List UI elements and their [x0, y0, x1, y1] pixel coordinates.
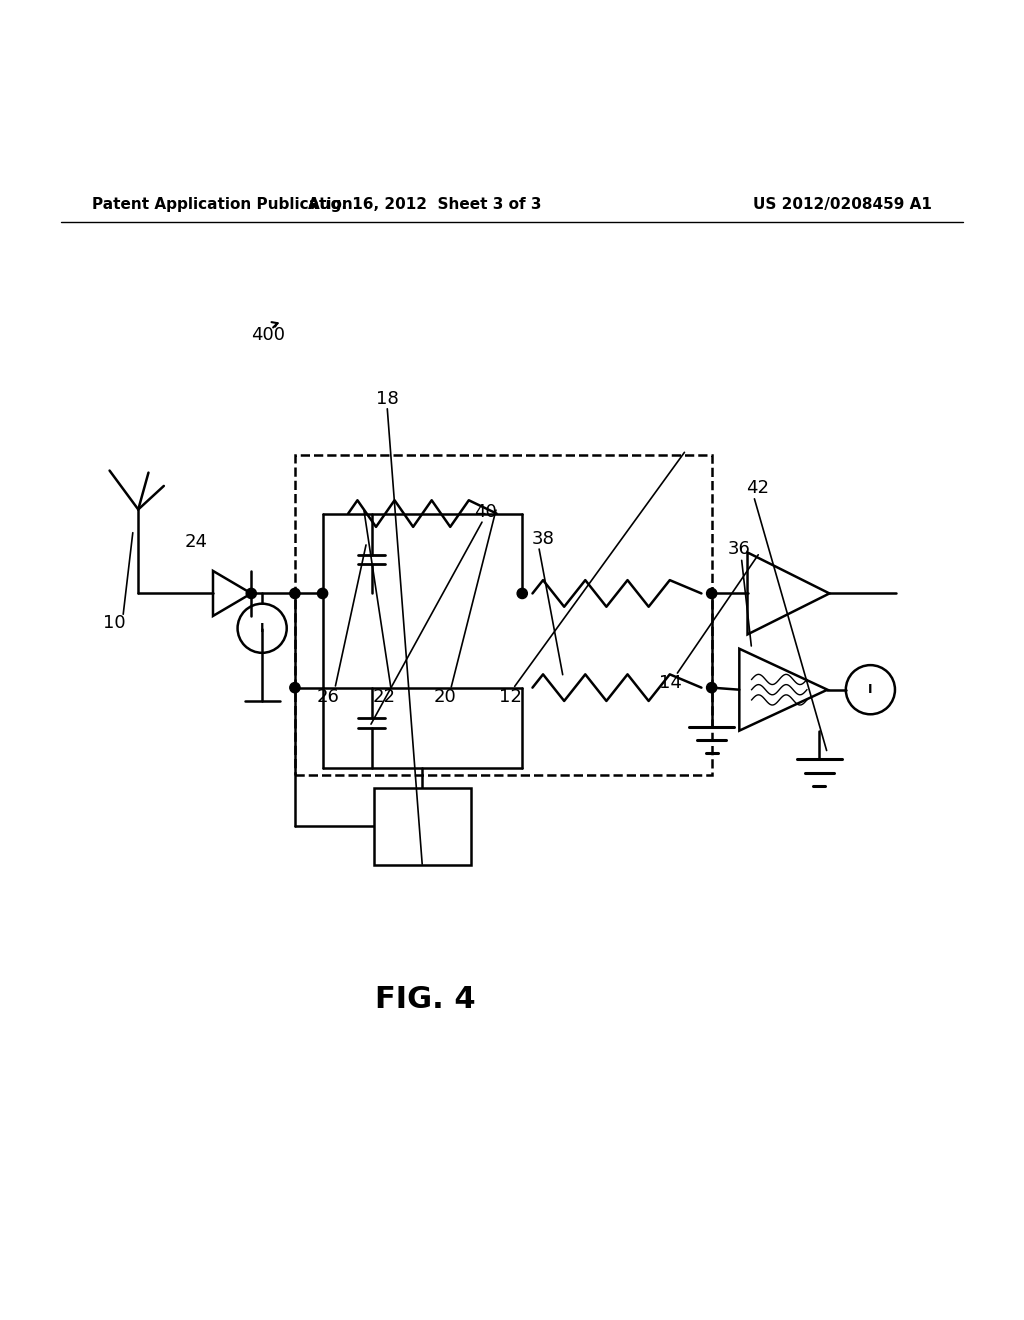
Text: 12: 12: [499, 688, 521, 706]
Text: I: I: [868, 684, 872, 696]
Text: I: I: [260, 622, 264, 635]
Text: FIG. 4: FIG. 4: [375, 986, 475, 1015]
Text: 14: 14: [659, 673, 682, 692]
Circle shape: [517, 589, 527, 598]
Text: Patent Application Publication: Patent Application Publication: [92, 197, 353, 211]
Circle shape: [317, 589, 328, 598]
Bar: [374, 788, 471, 865]
Text: 20: 20: [434, 688, 457, 706]
Circle shape: [290, 682, 300, 693]
Text: 42: 42: [746, 479, 769, 496]
Circle shape: [246, 589, 256, 598]
Circle shape: [707, 682, 717, 693]
Text: Aug. 16, 2012  Sheet 3 of 3: Aug. 16, 2012 Sheet 3 of 3: [308, 197, 542, 211]
Text: 26: 26: [316, 688, 339, 706]
Text: 10: 10: [103, 614, 126, 632]
Text: 40: 40: [474, 503, 497, 520]
Text: 38: 38: [531, 531, 554, 548]
Text: 400: 400: [251, 326, 286, 345]
Text: 24: 24: [185, 533, 208, 552]
Circle shape: [707, 589, 717, 598]
Text: 36: 36: [728, 540, 751, 558]
Text: 18: 18: [376, 389, 398, 408]
Text: 22: 22: [373, 688, 395, 706]
Bar: [295, 455, 712, 775]
Circle shape: [290, 589, 300, 598]
Text: US 2012/0208459 A1: US 2012/0208459 A1: [753, 197, 932, 211]
